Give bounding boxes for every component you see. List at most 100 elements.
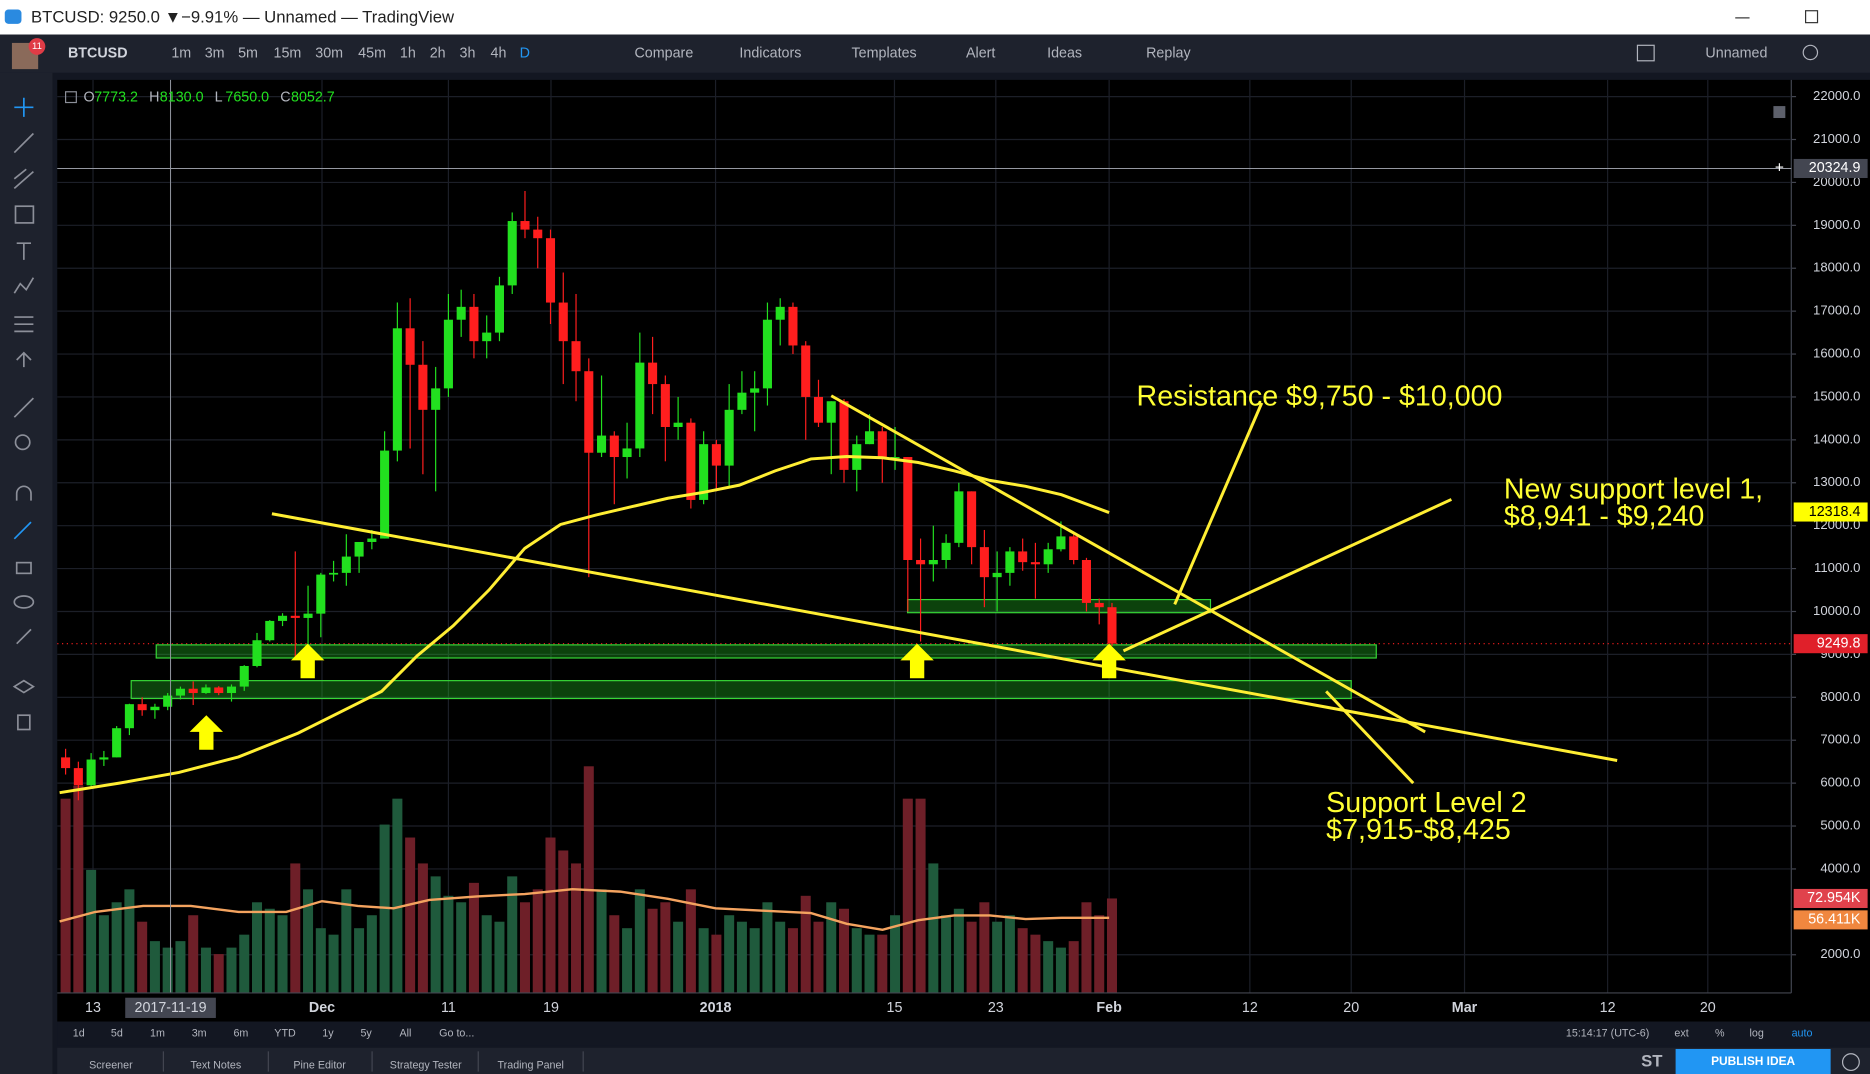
publish-label[interactable]: PUBLISH IDEA	[1711, 1054, 1795, 1068]
prediction-tool[interactable]	[14, 316, 34, 333]
legend-toggle[interactable]	[64, 91, 77, 104]
scale-option[interactable]: auto	[1792, 1027, 1813, 1039]
scale-option[interactable]: log	[1750, 1027, 1764, 1039]
trash-tool[interactable]	[17, 714, 31, 731]
volume-bar	[73, 785, 84, 993]
x-tick-label: 12	[1600, 1000, 1616, 1016]
volume-bar	[941, 915, 952, 993]
candle-body	[839, 401, 849, 470]
toolbar-button[interactable]: Compare	[634, 45, 693, 61]
interval[interactable]: 15m	[274, 45, 302, 61]
more-button[interactable]	[1841, 1053, 1860, 1072]
range-button[interactable]: 1d	[73, 1027, 85, 1039]
y-tick-label: 4000.0	[1820, 860, 1860, 875]
range-button[interactable]: 5d	[111, 1027, 123, 1039]
range-button[interactable]: All	[400, 1027, 412, 1039]
toolbar-button[interactable]: Replay	[1146, 45, 1191, 61]
interval[interactable]: 45m	[358, 45, 386, 61]
tab[interactable]: Trading Panel	[498, 1059, 564, 1071]
pane-button[interactable]	[1773, 106, 1786, 119]
support-zone-2	[130, 680, 1352, 700]
interval[interactable]: 1m	[171, 45, 191, 61]
tool-icons	[12, 97, 35, 731]
publish-button[interactable]	[1675, 1048, 1831, 1074]
legend-key: H	[149, 90, 159, 106]
settings-icon[interactable]	[1802, 44, 1819, 61]
interval[interactable]: D	[520, 45, 530, 61]
range-button[interactable]: 1m	[150, 1027, 165, 1039]
volume-bar	[239, 934, 250, 993]
candle-body	[201, 687, 211, 694]
volume-bar	[979, 902, 990, 993]
interval[interactable]: 4h	[491, 45, 507, 61]
legend-key: L	[215, 90, 223, 106]
range-button[interactable]: 5y	[360, 1027, 372, 1039]
zoom-tool[interactable]	[14, 434, 31, 451]
restore[interactable]	[1805, 10, 1819, 24]
tab[interactable]: Text Notes	[191, 1059, 242, 1071]
shape-tool[interactable]	[14, 205, 35, 224]
arrows	[189, 643, 1126, 750]
y-tick-label: 16000.0	[1813, 346, 1860, 361]
layers-tool[interactable]	[12, 679, 35, 694]
volume-bar	[341, 889, 352, 993]
layout-name[interactable]: Unnamed	[1705, 45, 1767, 61]
annotation: Resistance $9,750 - $10,000	[1137, 380, 1503, 412]
tab[interactable]: Pine Editor	[293, 1059, 346, 1071]
candle-body	[941, 542, 951, 561]
interval[interactable]: 1h	[400, 45, 416, 61]
fullscreen-icon[interactable]	[1636, 44, 1655, 62]
volume-bar	[354, 928, 365, 993]
tab[interactable]: Strategy Tester	[390, 1059, 462, 1071]
toolbar-button[interactable]: Templates	[852, 45, 917, 61]
range-button[interactable]: 6m	[233, 1027, 248, 1039]
icon-tool[interactable]	[16, 351, 32, 368]
volume-bar	[1055, 947, 1066, 993]
candle-body	[124, 704, 134, 729]
range-button[interactable]: Go to...	[439, 1027, 474, 1039]
y-tick-label: 18000.0	[1813, 260, 1860, 275]
candle-body	[290, 615, 300, 618]
text-tool[interactable]	[16, 242, 32, 260]
candle-body	[1094, 602, 1104, 608]
x-tick-label: Mar	[1452, 1000, 1478, 1016]
legend-value: 7773.2	[94, 90, 138, 106]
pattern-tool[interactable]	[13, 277, 35, 294]
range-button[interactable]: 3m	[192, 1027, 207, 1039]
volume-bar	[826, 902, 837, 993]
volume-bar	[1068, 941, 1079, 993]
magnet-tool[interactable]	[15, 485, 32, 501]
toolbar-button[interactable]: Alert	[966, 45, 995, 61]
interval[interactable]: 2h	[430, 45, 446, 61]
pitchfork-tool[interactable]	[13, 168, 34, 189]
interval[interactable]: 3m	[205, 45, 225, 61]
symbol[interactable]: BTCUSD	[68, 45, 128, 61]
link-tool[interactable]	[16, 628, 32, 645]
volume-bar	[315, 928, 326, 993]
interval[interactable]: 5m	[238, 45, 258, 61]
toolbar-button[interactable]: Ideas	[1047, 45, 1082, 61]
volume-bar	[890, 915, 901, 993]
candle-body	[316, 574, 326, 614]
volume-bar	[647, 908, 658, 993]
range-button[interactable]: YTD	[274, 1027, 296, 1039]
volume-bars	[60, 766, 1117, 993]
range-buttons: 1d 5d 1m 3m 6m YTD 1y 5y All Go to...	[73, 1027, 475, 1039]
candle-body	[354, 541, 364, 557]
range-button[interactable]: 1y	[322, 1027, 334, 1039]
tab[interactable]: Screener	[89, 1059, 133, 1071]
stocktwits[interactable]: ST	[1641, 1051, 1663, 1070]
lock-tool[interactable]	[15, 561, 32, 575]
drawing-mode[interactable]	[13, 521, 32, 540]
x-tick-label: 2017-11-19	[134, 1000, 206, 1016]
interval[interactable]: 30m	[315, 45, 343, 61]
toolbar-button[interactable]: Indicators	[739, 45, 801, 61]
scale-option[interactable]: %	[1715, 1027, 1725, 1039]
crosshair-tool[interactable]	[14, 97, 34, 117]
scale-option[interactable]: ext	[1674, 1027, 1688, 1039]
visibility-tool[interactable]	[13, 595, 35, 609]
measure-tool[interactable]	[13, 397, 34, 418]
line-tool[interactable]	[13, 132, 34, 154]
interval[interactable]: 3h	[460, 45, 476, 61]
candle-body	[699, 444, 709, 500]
